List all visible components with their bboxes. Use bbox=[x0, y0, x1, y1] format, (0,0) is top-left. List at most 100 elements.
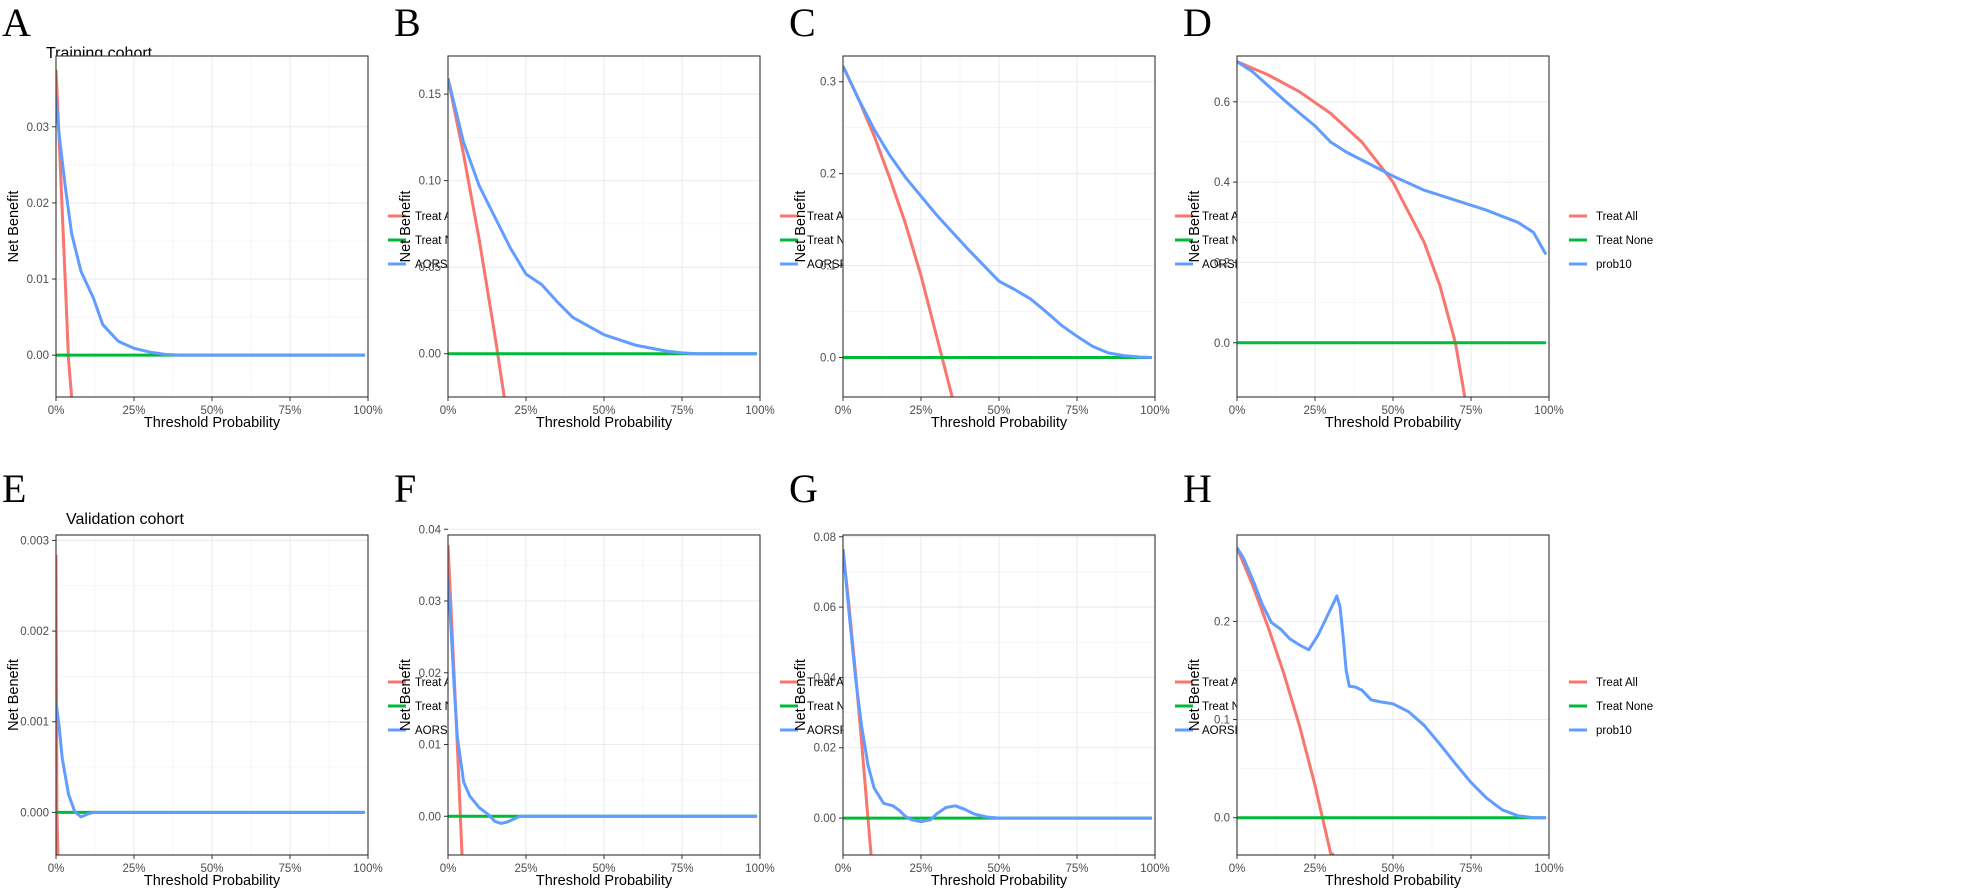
panel-letter-e: E bbox=[2, 466, 26, 511]
panel-letter-g: G bbox=[789, 466, 818, 511]
x-tick-label: 100% bbox=[1140, 863, 1169, 875]
legend-label-prob10-h: prob10 bbox=[1596, 725, 1632, 737]
series-aorsf-g bbox=[843, 548, 1152, 824]
y-tick-label: 0.4 bbox=[1214, 177, 1231, 189]
series-prob10-h bbox=[1237, 546, 1546, 820]
x-tick-label: 0% bbox=[48, 863, 65, 875]
x-tick-label: 75% bbox=[670, 405, 693, 417]
series-group-a bbox=[56, 69, 365, 397]
legend-label-treat-all-g: Treat All bbox=[1202, 677, 1244, 689]
y-tick-label: 0.003 bbox=[20, 535, 49, 547]
series-group-f bbox=[448, 544, 757, 855]
x-tick-label: 25% bbox=[514, 405, 537, 417]
y-tick-label: 0.1 bbox=[820, 261, 836, 273]
y-tick-label: 0.03 bbox=[419, 596, 441, 608]
x-tick-label: 50% bbox=[200, 405, 223, 417]
series-treat-all-b bbox=[448, 78, 506, 397]
y-tick-label: 0.000 bbox=[20, 807, 49, 819]
y-tick-label: 0.00 bbox=[419, 349, 441, 361]
x-tick-label: 75% bbox=[1459, 863, 1482, 875]
y-tick-label: 0.02 bbox=[419, 668, 441, 680]
panel-c: C 0% 25% 50% 75% 100% 0.0 0.1 0.2 0.3 Threshold Pr… bbox=[789, 0, 1259, 431]
panel-a: A 0% 25% 50% 75% 100% 0.00 0.01 0.02 0.03 Threshol… bbox=[2, 0, 472, 431]
x-tick-label: 25% bbox=[514, 863, 537, 875]
x-tick-label: 25% bbox=[122, 863, 145, 875]
y-tick-label: 0.001 bbox=[20, 717, 49, 729]
y-tick-label: 0.02 bbox=[27, 198, 49, 210]
y-axis-title-g: Net Benefit bbox=[793, 659, 809, 731]
x-axis-title-f: Threshold Probability bbox=[536, 873, 673, 889]
x-tick-label: 0% bbox=[1229, 405, 1246, 417]
x-tick-label: 25% bbox=[909, 863, 932, 875]
legend-label-aorsf-f: AORSF bbox=[807, 725, 847, 737]
series-aorsf-c bbox=[843, 65, 1152, 359]
y-tick-label: 0.2 bbox=[1214, 257, 1230, 269]
series-aorsf-b bbox=[448, 78, 757, 356]
series-treat-all-h bbox=[1237, 547, 1335, 855]
y-axis-title-d: Net Benefit bbox=[1187, 191, 1203, 263]
panel-e: E 0% 25% 50% 75% 100% 0.000 0.001 0.002 0.003 Thre… bbox=[2, 466, 472, 889]
series-group-b bbox=[448, 78, 757, 397]
x-tick-label: 50% bbox=[592, 405, 615, 417]
legend-label-treat-none-d: Treat None bbox=[1596, 235, 1653, 247]
x-tick-label: 25% bbox=[1303, 863, 1326, 875]
x-tick-label: 75% bbox=[278, 405, 301, 417]
legend-label-treat-all-h: Treat All bbox=[1596, 677, 1638, 689]
y-tick-label: 0.2 bbox=[820, 169, 836, 181]
legend-label-treat-all-e: Treat All bbox=[415, 677, 457, 689]
y-tick-label: 0.15 bbox=[419, 89, 441, 101]
y-tick-label: 0.0 bbox=[1214, 338, 1230, 350]
y-tick-label: 0.04 bbox=[814, 672, 837, 684]
x-tick-label: 0% bbox=[48, 405, 65, 417]
legend-label-prob10-d: prob10 bbox=[1596, 259, 1632, 271]
legend-label-treat-all-d: Treat All bbox=[1596, 211, 1638, 223]
y-tick-label: 0.00 bbox=[419, 811, 441, 823]
x-tick-label: 0% bbox=[440, 405, 457, 417]
y-tick-label: 0.2 bbox=[1214, 616, 1230, 628]
y-tick-label: 0.01 bbox=[27, 274, 49, 286]
y-axis-title-e: Net Benefit bbox=[6, 659, 22, 731]
legend-label-treat-all-f: Treat All bbox=[807, 677, 849, 689]
y-tick-label: 0.3 bbox=[820, 77, 836, 89]
series-group-c bbox=[843, 65, 1152, 397]
x-tick-label: 75% bbox=[1065, 405, 1088, 417]
y-tick-label: 0.04 bbox=[419, 524, 442, 536]
series-group-g bbox=[843, 548, 1152, 855]
legend-label-treat-all-b: Treat All bbox=[807, 211, 849, 223]
panel-letter-d: D bbox=[1183, 0, 1212, 45]
series-aorsf-e bbox=[56, 701, 365, 819]
x-axis-title-b: Threshold Probability bbox=[536, 415, 673, 431]
y-axis-title-b: Net Benefit bbox=[398, 191, 414, 263]
x-tick-label: 100% bbox=[745, 405, 774, 417]
series-group-d bbox=[1237, 60, 1548, 397]
y-tick-label: 0.0 bbox=[820, 352, 836, 364]
panels: A 0% 25% 50% 75% 100% 0.00 0.01 0.02 0.03 Threshol… bbox=[2, 0, 1653, 889]
panel-letter-a: A bbox=[2, 0, 31, 45]
legend-label-treat-all-a: Treat All bbox=[415, 211, 457, 223]
panel-d: D 0% 25% 50% 75% 100% 0.0 0.2 0.4 0.6 Threshold Pr… bbox=[1183, 0, 1653, 431]
x-axis-title-e: Threshold Probability bbox=[144, 873, 281, 889]
x-tick-label: 50% bbox=[1381, 863, 1404, 875]
x-tick-label: 0% bbox=[1229, 863, 1246, 875]
x-tick-label: 50% bbox=[987, 405, 1010, 417]
y-tick-label: 0.00 bbox=[814, 813, 836, 825]
x-tick-label: 100% bbox=[353, 863, 382, 875]
panel-b: B 0% 25% 50% 75% 100% 0.00 0.05 0.10 0.15 Threshol… bbox=[394, 0, 864, 431]
x-tick-label: 0% bbox=[835, 405, 852, 417]
y-tick-label: 0.08 bbox=[814, 532, 836, 544]
y-tick-label: 0.01 bbox=[419, 740, 441, 752]
series-aorsf-a bbox=[56, 96, 365, 357]
legend-label-treat-all-c: Treat All bbox=[1202, 211, 1244, 223]
x-tick-label: 50% bbox=[592, 863, 615, 875]
legend-label-aorsf-g: AORSF bbox=[1202, 725, 1242, 737]
y-axis-title-f: Net Benefit bbox=[398, 659, 414, 731]
validation-cohort-label: Validation cohort bbox=[66, 511, 185, 528]
x-axis-title-h: Threshold Probability bbox=[1325, 873, 1462, 889]
x-tick-label: 100% bbox=[1534, 863, 1563, 875]
x-tick-label: 100% bbox=[1140, 405, 1169, 417]
y-tick-label: 0.03 bbox=[27, 122, 49, 134]
panel-letter-b: B bbox=[394, 0, 421, 45]
x-tick-label: 50% bbox=[987, 863, 1010, 875]
y-tick-label: 0.1 bbox=[1214, 715, 1230, 727]
